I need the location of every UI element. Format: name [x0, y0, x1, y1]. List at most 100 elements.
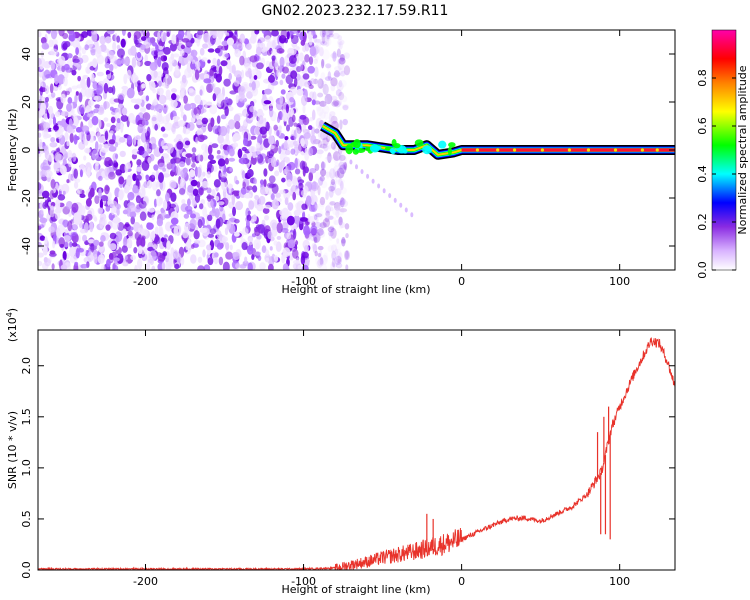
noise-speck	[261, 45, 266, 54]
noise-speck	[318, 229, 323, 236]
noise-speck	[96, 131, 101, 139]
noise-speck	[319, 196, 326, 206]
noise-speck	[86, 76, 91, 88]
noise-speck	[246, 245, 254, 255]
noise-speck	[318, 140, 323, 149]
noise-speck	[47, 152, 55, 162]
noise-speck	[195, 120, 203, 125]
noise-speck	[42, 201, 48, 210]
noise-speck	[49, 250, 56, 255]
noise-speck	[330, 227, 337, 239]
noise-speck	[274, 170, 280, 177]
noise-speck	[257, 255, 262, 262]
noise-speck	[240, 69, 245, 79]
noise-speck	[197, 265, 205, 270]
noise-speck	[136, 51, 142, 59]
noise-speck	[330, 185, 337, 194]
noise-speck	[283, 140, 288, 149]
noise-speck	[308, 147, 314, 157]
noise-speck	[342, 118, 348, 126]
noise-speck	[124, 255, 128, 261]
noise-speck	[126, 237, 133, 249]
noise-speck	[58, 184, 64, 191]
noise-speck	[328, 233, 333, 241]
noise-speck	[261, 30, 269, 35]
noise-speck	[76, 189, 81, 196]
noise-speck	[162, 167, 167, 172]
noise-speck	[99, 222, 104, 229]
noise-speck	[243, 193, 252, 199]
noise-speck	[313, 137, 317, 145]
noise-speck	[57, 194, 66, 201]
noise-speck	[207, 154, 214, 161]
noise-speck	[330, 95, 338, 101]
noise-speck	[218, 32, 223, 40]
noise-speck	[118, 136, 126, 143]
trace-blob	[364, 146, 372, 152]
noise-speck	[107, 191, 112, 200]
trace-blob	[447, 146, 452, 156]
noise-speck	[170, 217, 179, 225]
noise-speck	[179, 177, 186, 187]
noise-speck	[136, 159, 142, 166]
noise-speck	[301, 203, 308, 211]
noise-speck	[133, 104, 140, 110]
noise-speck	[88, 191, 93, 200]
noise-speck	[317, 78, 324, 89]
trace-blob	[393, 143, 401, 149]
noise-speck	[319, 249, 323, 260]
noise-speck	[84, 88, 93, 98]
noise-speck	[50, 178, 56, 189]
noise-speck	[299, 160, 306, 170]
snr-y-ticks: 0.0 0.5 1.0 1.5 2.0	[20, 357, 675, 579]
noise-speck	[329, 111, 336, 117]
noise-speck	[267, 49, 272, 56]
noise-speck	[237, 43, 244, 49]
noise-speck	[182, 230, 189, 239]
noise-speck	[131, 153, 138, 160]
noise-speck	[246, 214, 252, 222]
noise-speck	[207, 257, 214, 266]
noise-speck	[141, 160, 150, 171]
noise-speck	[300, 137, 305, 147]
noise-speck	[366, 173, 370, 179]
noise-speck	[202, 206, 208, 218]
noise-speck	[335, 208, 340, 218]
noise-speck	[145, 261, 151, 270]
noise-speck	[166, 240, 171, 251]
noise-speck	[410, 212, 414, 218]
noise-speck	[109, 97, 117, 105]
noise-speck	[114, 141, 119, 148]
noise-speck	[321, 58, 326, 67]
noise-speck	[213, 252, 219, 258]
noise-speck	[90, 30, 98, 35]
noise-speck	[219, 125, 228, 137]
noise-speck	[293, 209, 301, 217]
noise-speck	[220, 114, 227, 120]
noise-speck	[217, 45, 223, 50]
noise-speck	[301, 264, 309, 270]
noise-speck	[150, 105, 155, 111]
noise-speck	[237, 85, 246, 96]
noise-speck	[256, 62, 264, 70]
noise-speck	[377, 183, 381, 189]
noise-speck	[137, 139, 141, 148]
noise-speck	[315, 78, 322, 87]
noise-speck	[109, 232, 117, 240]
noise-speck	[284, 37, 289, 44]
noise-speck	[319, 143, 328, 149]
noise-speck	[56, 230, 62, 239]
noise-speck	[259, 186, 267, 195]
noise-speck	[136, 236, 142, 248]
noise-speck	[75, 91, 79, 96]
y-tick-label: 0.5	[20, 510, 33, 528]
noise-speck	[196, 154, 201, 162]
noise-speck	[340, 70, 346, 77]
noise-speck	[282, 66, 289, 74]
noise-speck	[138, 89, 144, 96]
noise-speck	[292, 228, 297, 240]
noise-speck	[160, 209, 166, 221]
noise-speck	[130, 45, 137, 56]
noise-speck	[58, 30, 65, 37]
noise-speck	[105, 186, 110, 192]
